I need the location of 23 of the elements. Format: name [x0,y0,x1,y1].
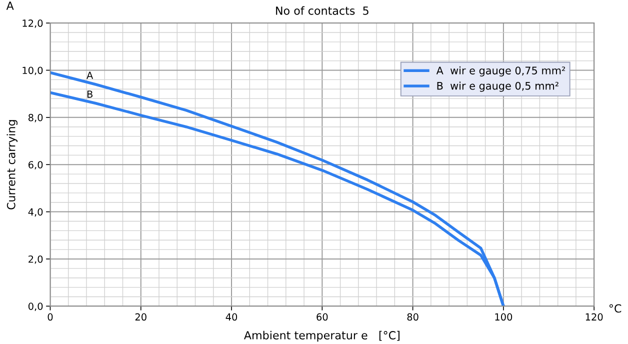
y-tick-label: 6,0 [28,161,43,170]
text: A [6,2,14,10]
x-tick-label: 60 [316,313,328,321]
y-tick-label: 4,0 [28,208,43,217]
x-tick-label: 40 [226,313,238,321]
y-axis-title: Current carrying [6,120,18,210]
x-axis-title: Ambient temperatur e [°C] [244,330,400,342]
y-tick-label: 12,0 [22,20,43,28]
text: °C [609,304,622,313]
y-tick-label: 10,0 [22,66,43,76]
x-tick-label: 0 [48,313,53,321]
annotation: A [86,72,94,79]
x-tick-label: 20 [135,313,146,321]
y-tick-label: 8,0 [28,114,43,122]
chart-title: No of contacts 5 [276,6,368,15]
x-tick-label: 120 [586,313,603,321]
x-tick-label: 100 [495,313,512,321]
legend-label: B wir e gauge 0,5 mm² [437,82,558,92]
y-tick-label: 2,0 [28,255,43,264]
y-tick-label: 0,0 [28,302,43,311]
annotation: B [87,90,92,98]
legend-label: A wir e gauge 0,75 mm² [436,66,566,76]
x-tick-label: 80 [407,313,418,321]
